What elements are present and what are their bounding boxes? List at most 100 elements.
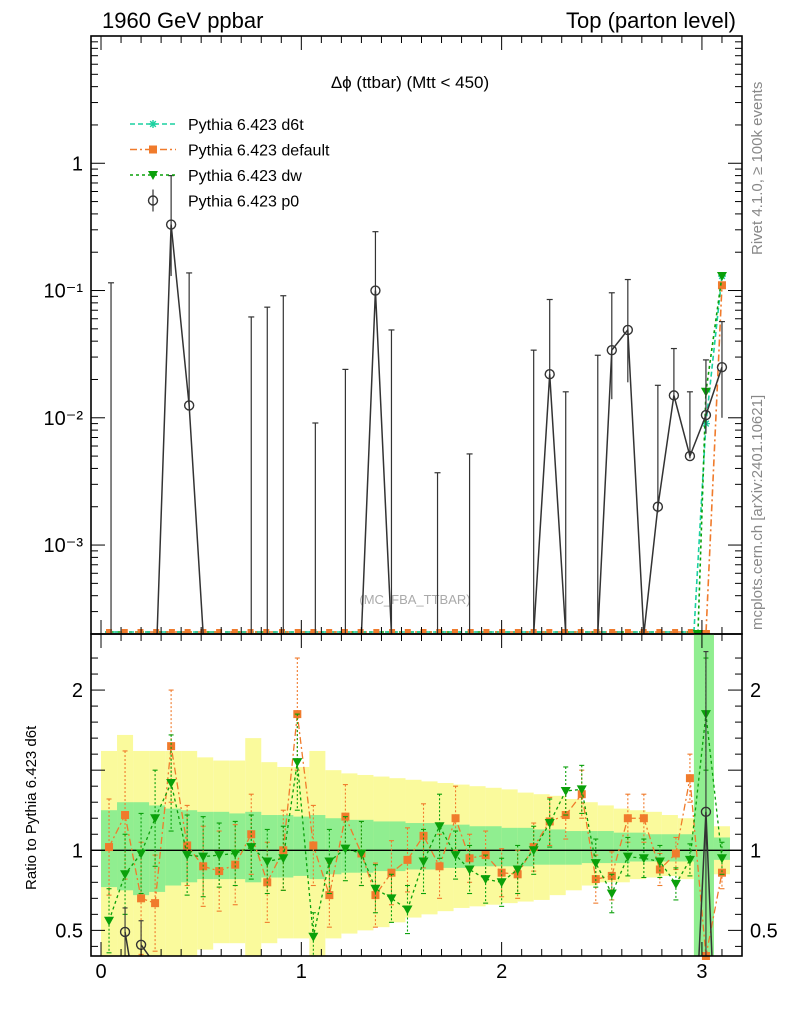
zero-bin-marker	[247, 629, 254, 633]
legend-marker	[148, 171, 158, 180]
green-band-bin	[693, 634, 714, 956]
ratio-marker-1	[450, 851, 461, 861]
ratio-marker-1	[528, 846, 539, 856]
ratio-marker-0	[325, 891, 334, 900]
legend-marker	[147, 195, 159, 206]
zero-bin-marker	[609, 629, 616, 633]
x-tick-label: 3	[696, 961, 707, 983]
zero-bin-marker	[357, 629, 364, 633]
zero-bin-marker	[294, 629, 301, 633]
green-band-bin	[213, 811, 230, 880]
legend-entry: Pythia 6.423 dw	[130, 168, 302, 185]
p0-line	[156, 224, 204, 635]
zero-bin-marker	[624, 629, 631, 633]
ratio-marker-0	[497, 868, 506, 877]
ratio-marker-0	[183, 841, 192, 850]
ratio-marker-0	[387, 868, 396, 877]
ratio-marker-1	[356, 849, 367, 859]
ratio-marker-1	[464, 865, 475, 875]
main-plot-title: Δϕ (ttbar) (Mtt < 450)	[331, 73, 489, 92]
ratio-marker-1	[576, 785, 587, 795]
green-band-bin	[645, 834, 662, 862]
green-band-bin	[533, 829, 550, 865]
ratio-marker-1	[308, 932, 319, 942]
legend-label: Pythia 6.423 default	[188, 143, 330, 160]
legend: Pythia 6.423 d6t Pythia 6.423 default Pyth…	[130, 117, 330, 212]
legend-marker	[149, 120, 157, 128]
p0-marker	[716, 361, 728, 373]
ratio-marker-1	[120, 870, 131, 880]
legend-entry: Pythia 6.423 default	[130, 143, 330, 160]
ratio-marker-0	[671, 849, 680, 858]
series-marker-2	[716, 272, 727, 282]
green-band-bin	[165, 808, 182, 886]
main-y-tick-label: 10⁻³	[44, 535, 84, 557]
legend-label: Pythia 6.423 dw	[188, 168, 302, 185]
p0-marker	[606, 344, 617, 356]
p0-line	[360, 290, 393, 635]
green-band-bin	[713, 837, 730, 860]
ratio-marker-1	[606, 889, 617, 899]
zero-bin-marker	[436, 629, 443, 633]
ratio-marker-1	[214, 851, 225, 861]
green-band-bin	[389, 821, 406, 872]
ratio-marker-1	[262, 857, 273, 867]
zero-bin-marker	[231, 629, 238, 633]
legend-entry: Pythia 6.423 p0	[147, 189, 299, 212]
p0-marker	[544, 369, 555, 380]
ratio-marker-1	[150, 814, 161, 824]
ratio-marker-1	[418, 857, 429, 867]
ratio-marker-1	[684, 855, 695, 865]
legend-entry: Pythia 6.423 d6t	[130, 117, 304, 134]
series-marker-1	[717, 281, 726, 290]
green-band-bin	[133, 802, 150, 896]
ratio-ylabel: Ratio to Pythia 6.423 d6t	[23, 725, 40, 890]
zero-bin-marker	[451, 629, 458, 633]
legend-label: Pythia 6.423 d6t	[188, 117, 304, 134]
x-tick-label: 0	[95, 961, 106, 983]
ratio-marker-0	[247, 830, 256, 839]
ratio-marker-1	[182, 851, 193, 861]
mcplots-text: mcplots.cern.ch [arXiv:2401.10621]	[749, 395, 766, 630]
zero-bin-marker	[546, 629, 553, 633]
ratio-marker-1	[246, 843, 257, 853]
main-y-tick-label: 10⁻¹	[44, 281, 84, 303]
rivet-version-text: Rivet 4.1.0, ≥ 100k events	[749, 82, 766, 255]
ratio-marker-1	[480, 875, 491, 885]
zero-bin-marker	[687, 629, 694, 633]
p0-marker	[165, 219, 177, 230]
ratio-y-tick-label: 1	[72, 840, 83, 862]
legend-marker	[149, 145, 157, 154]
green-band-bin	[485, 826, 502, 867]
green-band-bin	[549, 829, 566, 865]
p0-marker	[668, 390, 680, 401]
ratio-marker-0	[105, 843, 114, 852]
zero-bin-marker	[168, 629, 175, 633]
zero-bin-marker	[263, 629, 270, 633]
x-tick-label: 1	[296, 961, 307, 983]
ratio-marker-1	[560, 786, 571, 796]
ratio-y-tick-label: 2	[72, 680, 83, 702]
main-y-tick-label: 10⁻²	[44, 408, 84, 430]
p0-line	[532, 374, 567, 635]
ratio-marker-1	[198, 852, 209, 862]
ratio-y-tick-label-right: 1	[750, 840, 761, 862]
ratio-marker-1	[340, 844, 351, 854]
zero-bin-marker	[672, 629, 679, 633]
ratio-marker-1	[104, 916, 115, 926]
p0-marker	[183, 400, 195, 411]
main-y-tick-label: 1	[72, 153, 83, 175]
ratio-marker-1	[670, 879, 681, 889]
ratio-y-tick-label-right: 0.5	[750, 920, 778, 942]
ratio-marker-1	[166, 778, 177, 788]
ratio-marker-1	[654, 857, 665, 867]
green-band-bin	[293, 816, 310, 876]
zero-bin-marker	[514, 629, 521, 633]
ratio-marker-0	[371, 891, 380, 900]
ratio-marker-1	[136, 849, 147, 859]
ratio-marker-1	[638, 854, 649, 864]
green-band-bin	[357, 819, 374, 873]
p0-marker	[684, 450, 696, 462]
x-tick-label: 2	[496, 961, 507, 983]
p0-marker	[622, 324, 634, 336]
